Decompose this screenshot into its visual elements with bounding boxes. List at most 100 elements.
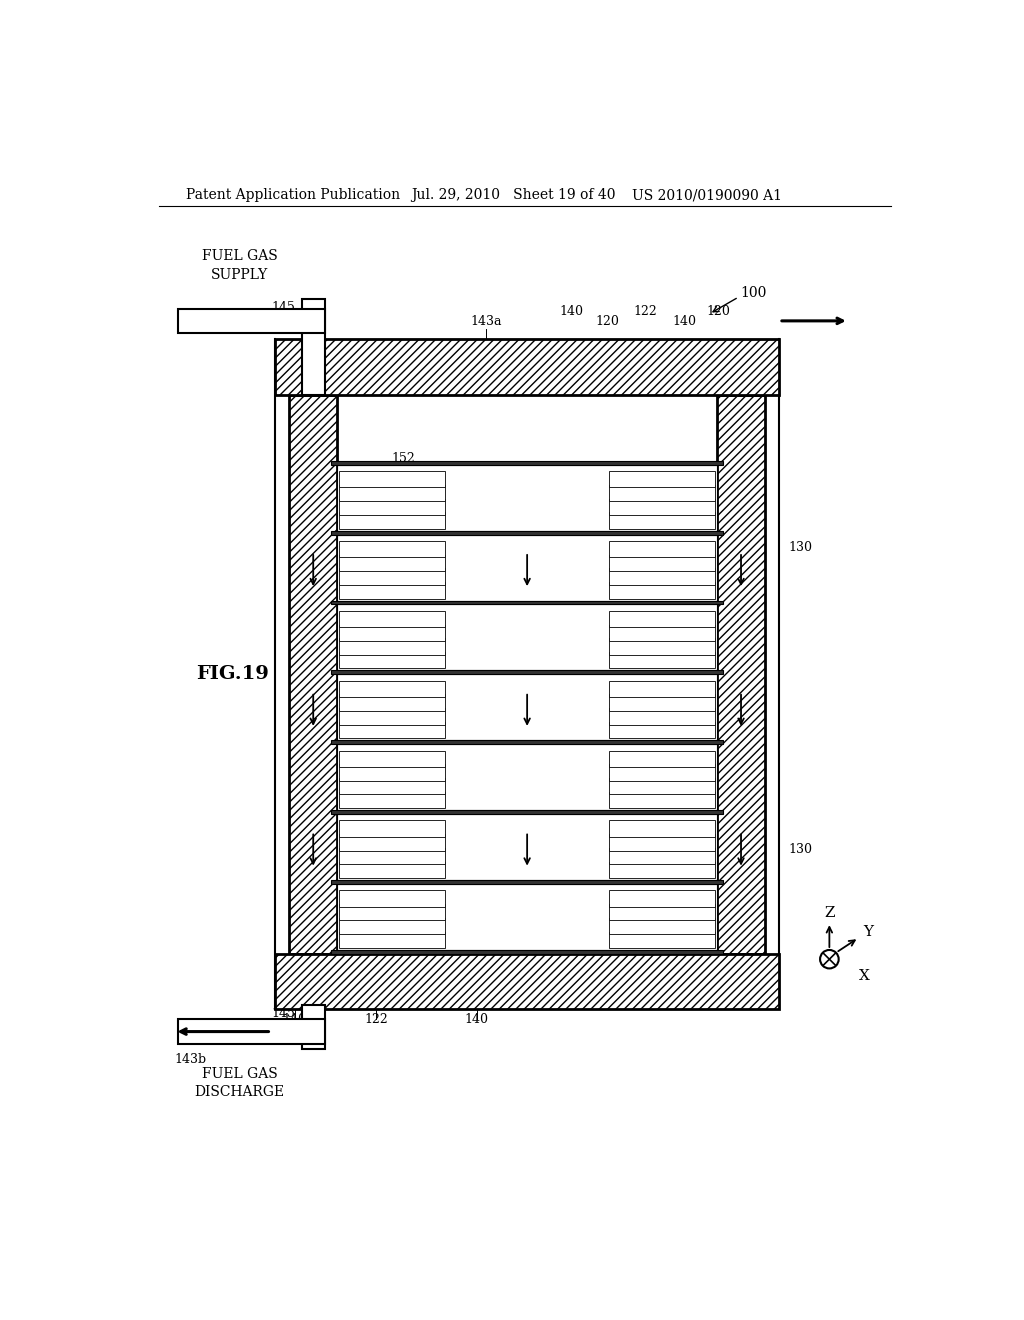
Bar (337, 884, 717, 950)
Text: 145: 145 (271, 1007, 295, 1019)
Bar (609, 792, 716, 808)
Text: S: S (423, 737, 432, 750)
Bar (331, 531, 723, 535)
Text: US 2010/0190090 A1: US 2010/0190090 A1 (632, 189, 781, 202)
Bar (609, 512, 716, 528)
Text: FUEL GAS
SUPPLY: FUEL GAS SUPPLY (202, 249, 278, 281)
Bar (331, 810, 723, 814)
Text: 140: 140 (465, 1014, 488, 1026)
Bar (609, 834, 716, 850)
Text: 140: 140 (673, 315, 696, 329)
Bar (302, 300, 325, 395)
Bar (339, 777, 445, 795)
Bar (339, 582, 445, 598)
Bar (339, 890, 445, 907)
Bar (609, 652, 716, 668)
Bar (609, 694, 716, 710)
Bar (609, 904, 716, 920)
Bar (609, 847, 716, 865)
Bar (339, 792, 445, 808)
Text: 143b: 143b (174, 1053, 207, 1067)
Bar (339, 932, 445, 948)
Bar (339, 708, 445, 725)
Text: 100: 100 (740, 286, 767, 300)
Bar (339, 569, 445, 585)
Text: 152: 152 (391, 451, 415, 465)
Bar (289, 395, 337, 954)
Bar (339, 847, 445, 865)
Bar (337, 814, 717, 880)
Bar (339, 834, 445, 850)
Text: 140: 140 (283, 1014, 306, 1026)
Bar (178, 309, 325, 333)
Bar (609, 582, 716, 598)
Text: 130: 130 (788, 843, 812, 857)
Text: 120: 120 (595, 315, 618, 329)
Bar (331, 601, 723, 605)
Text: 132: 132 (391, 669, 415, 682)
Bar (339, 917, 445, 935)
Text: Z: Z (824, 906, 835, 920)
Bar (609, 764, 716, 780)
Text: X: X (859, 969, 869, 983)
Bar (337, 744, 717, 810)
Text: 143a: 143a (470, 315, 502, 329)
Text: 125b: 125b (263, 1019, 295, 1032)
Bar (609, 821, 716, 837)
Text: 121b: 121b (383, 553, 415, 565)
Bar (337, 605, 717, 671)
Bar (717, 395, 765, 954)
Bar (609, 932, 716, 948)
Bar (339, 499, 445, 515)
Bar (339, 862, 445, 878)
Text: 123: 123 (391, 776, 415, 789)
Bar (339, 624, 445, 642)
Bar (609, 499, 716, 515)
Bar (609, 722, 716, 738)
Bar (609, 541, 716, 557)
Text: FIG.19: FIG.19 (197, 665, 269, 684)
Bar (339, 681, 445, 697)
Bar (275, 954, 779, 1010)
Bar (339, 821, 445, 837)
Bar (339, 652, 445, 668)
Bar (609, 862, 716, 878)
Text: 122: 122 (365, 1014, 388, 1026)
Bar (339, 512, 445, 528)
Bar (609, 917, 716, 935)
Bar (339, 904, 445, 920)
Bar (331, 461, 723, 465)
Bar (609, 471, 716, 487)
Bar (609, 890, 716, 907)
Text: 122: 122 (634, 305, 657, 318)
Text: 125a: 125a (264, 312, 295, 325)
Bar (339, 611, 445, 627)
Text: 122: 122 (391, 709, 415, 722)
Bar (339, 554, 445, 572)
Bar (609, 624, 716, 642)
Bar (275, 339, 779, 395)
Text: 130: 130 (788, 541, 812, 554)
Text: 120: 120 (707, 305, 730, 318)
Text: Y: Y (863, 925, 873, 940)
Bar (609, 751, 716, 767)
Bar (609, 611, 716, 627)
Text: 124: 124 (391, 502, 415, 515)
Bar (339, 639, 445, 655)
Bar (609, 639, 716, 655)
Bar (339, 751, 445, 767)
Bar (609, 484, 716, 502)
Text: 121: 121 (392, 631, 417, 644)
Bar (339, 484, 445, 502)
Text: Patent Application Publication: Patent Application Publication (186, 189, 400, 202)
Bar (339, 694, 445, 710)
Bar (178, 1019, 325, 1044)
Bar (337, 675, 717, 741)
Bar (339, 541, 445, 557)
Bar (609, 554, 716, 572)
Text: Jul. 29, 2010   Sheet 19 of 40: Jul. 29, 2010 Sheet 19 of 40 (411, 189, 615, 202)
Bar (337, 535, 717, 601)
Bar (339, 722, 445, 738)
Bar (302, 1006, 325, 1049)
Bar (331, 741, 723, 744)
